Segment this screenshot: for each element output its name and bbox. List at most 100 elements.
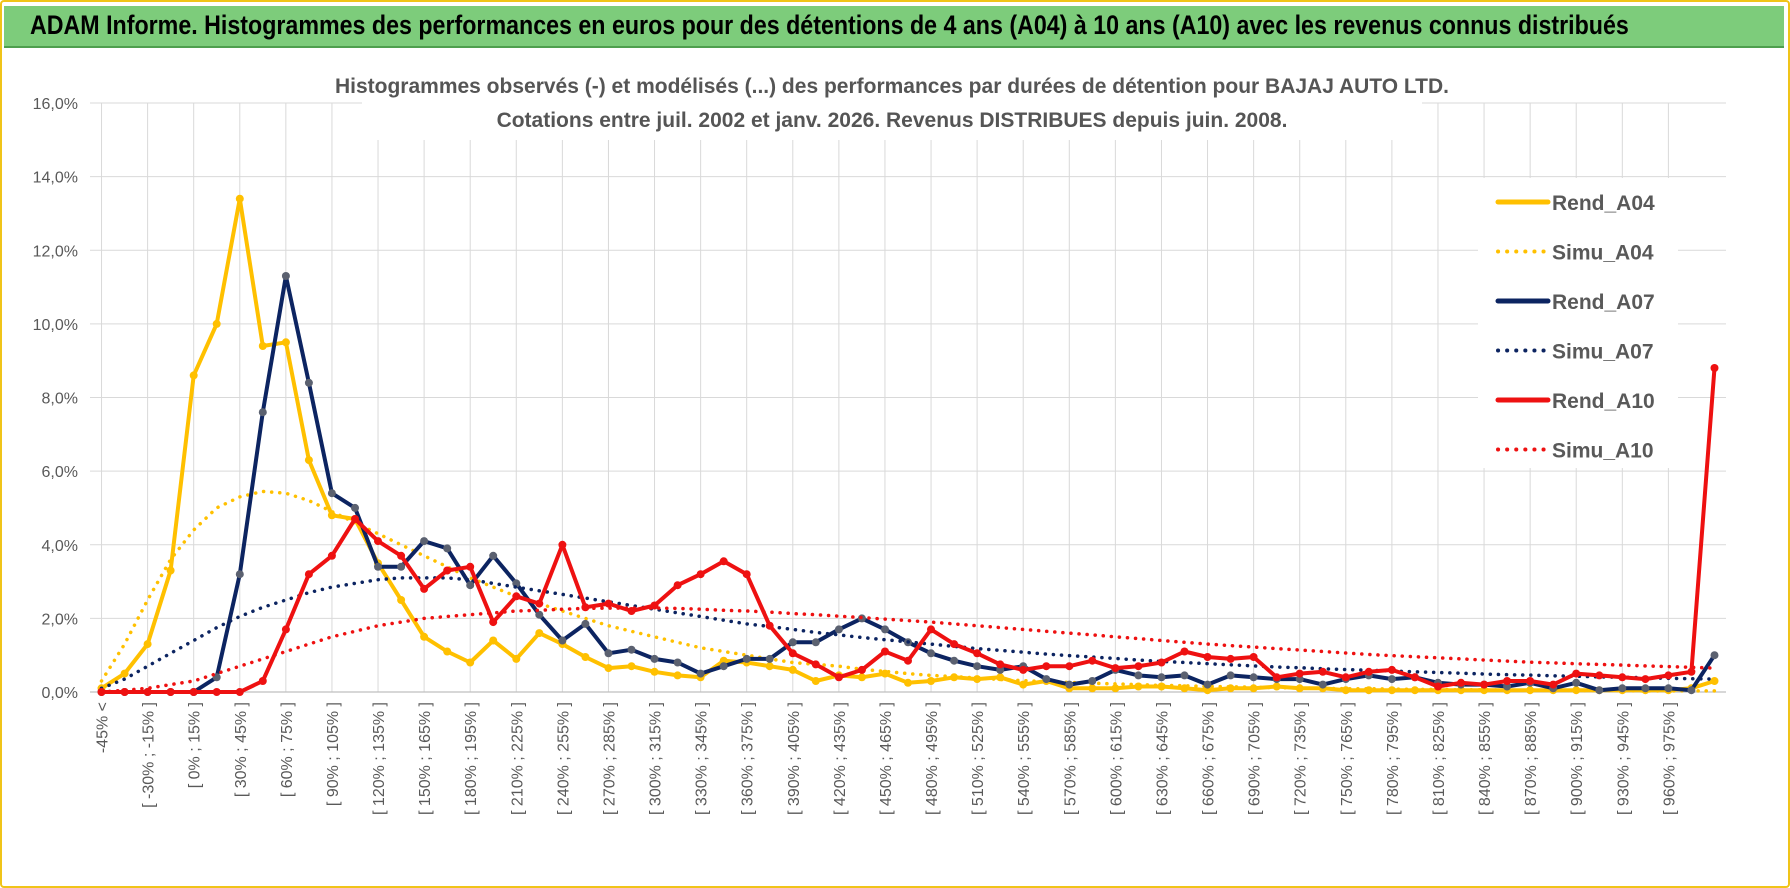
- data-point-rend-a07: [1226, 671, 1235, 680]
- x-tick-label: [ 420% ; 435% ]: [832, 702, 849, 815]
- data-point-rend-a07: [742, 654, 751, 663]
- x-tick-label: -45% <: [95, 702, 112, 753]
- data-point-rend-a10: [1572, 669, 1581, 678]
- y-tick-label: 8,0%: [42, 391, 78, 408]
- data-point-rend-a07: [1572, 678, 1581, 687]
- data-point-rend-a10: [973, 649, 982, 658]
- data-point-rend-a04: [1203, 686, 1212, 695]
- data-point-rend-a04: [604, 664, 613, 673]
- x-tick-label: [ 540% ; 555% ]: [1016, 702, 1033, 815]
- y-tick-label: 12,0%: [33, 243, 78, 260]
- data-point-rend-a07: [881, 625, 889, 634]
- data-point-rend-a10: [881, 647, 889, 656]
- x-tick-label: [ 270% ; 285% ]: [601, 702, 618, 815]
- data-point-rend-a10: [258, 677, 267, 685]
- x-axis: -45% < [ -30% ; -15% ] [ 0% ; 15% ] [ 30% ;…: [90, 691, 1726, 815]
- data-point-rend-a07: [834, 625, 843, 634]
- data-point-rend-a10: [1434, 682, 1442, 691]
- series-line-rend-a04: [99, 196, 1717, 693]
- data-point-rend-a07: [650, 654, 659, 663]
- data-point-rend-a07: [1203, 680, 1212, 689]
- data-point-rend-a10: [650, 601, 659, 610]
- data-point-rend-a10: [904, 656, 912, 665]
- x-tick-label: [ 720% ; 735% ]: [1293, 702, 1310, 815]
- data-point-rend-a10: [1710, 364, 1719, 372]
- data-point-rend-a07: [673, 658, 682, 667]
- data-point-rend-a10: [1641, 675, 1650, 684]
- data-point-rend-a10: [1618, 673, 1627, 682]
- data-point-rend-a07: [351, 503, 359, 512]
- data-point-rend-a04: [673, 671, 682, 680]
- data-point-rend-a10: [857, 665, 866, 674]
- data-point-rend-a04: [512, 654, 521, 663]
- data-point-rend-a07: [927, 649, 935, 658]
- data-point-rend-a04: [811, 677, 820, 685]
- x-tick-label: [ 900% ; 915% ]: [1569, 702, 1586, 815]
- data-point-rend-a10: [950, 640, 959, 649]
- x-tick-label: [ 330% ; 345% ]: [694, 702, 711, 815]
- legend-label: Rend_A10: [1552, 390, 1655, 413]
- data-point-rend-a10: [1318, 667, 1327, 676]
- data-point-rend-a07: [973, 662, 982, 671]
- data-point-rend-a04: [627, 662, 636, 671]
- data-point-rend-a04: [1710, 677, 1719, 685]
- data-point-rend-a04: [719, 656, 728, 665]
- data-point-rend-a10: [443, 566, 452, 575]
- data-point-rend-a10: [1664, 671, 1673, 680]
- data-point-rend-a10: [1019, 665, 1028, 674]
- x-tick-label: [ 120% ; 135% ]: [371, 702, 388, 815]
- data-point-rend-a07: [1664, 684, 1673, 693]
- data-point-rend-a10: [1111, 664, 1120, 673]
- data-point-rend-a07: [327, 489, 336, 498]
- data-point-rend-a10: [489, 618, 498, 627]
- data-point-rend-a07: [235, 570, 244, 579]
- data-point-rend-a10: [1226, 654, 1235, 663]
- x-tick-label: [ 840% ; 855% ]: [1477, 702, 1494, 815]
- x-tick-label: [ 570% ; 585% ]: [1062, 702, 1079, 815]
- data-point-rend-a04: [397, 596, 406, 604]
- data-point-rend-a10: [1134, 662, 1143, 671]
- data-point-rend-a04: [212, 319, 221, 328]
- data-point-rend-a07: [281, 272, 290, 280]
- data-point-rend-a04: [281, 338, 290, 347]
- data-point-rend-a10: [673, 581, 682, 590]
- data-point-rend-a07: [1318, 680, 1327, 689]
- data-point-rend-a10: [1180, 647, 1189, 656]
- x-tick-label: [ 90% ; 105% ]: [325, 702, 342, 806]
- data-point-rend-a10: [1341, 673, 1350, 682]
- data-point-rend-a04: [1480, 686, 1489, 695]
- data-point-rend-a07: [1687, 686, 1696, 695]
- legend-background: [1478, 178, 1678, 468]
- data-point-rend-a07: [1641, 684, 1650, 693]
- data-point-rend-a10: [927, 625, 935, 634]
- x-tick-label: [ 480% ; 495% ]: [924, 702, 941, 815]
- x-tick-label: [ 240% ; 255% ]: [555, 702, 572, 815]
- x-tick-label: [ 870% ; 885% ]: [1523, 702, 1540, 815]
- data-point-rend-a07: [811, 638, 820, 647]
- x-tick-label: [ 510% ; 525% ]: [970, 702, 987, 815]
- data-point-rend-a07: [765, 654, 774, 663]
- data-point-rend-a07: [719, 662, 728, 671]
- data-point-rend-a10: [304, 570, 313, 579]
- data-point-rend-a07: [696, 669, 705, 678]
- x-tick-label: [ 450% ; 465% ]: [878, 702, 895, 815]
- data-point-rend-a10: [1065, 662, 1074, 671]
- y-axis: 0,0% 2,0% 4,0% 6,0% 8,0% 10,0% 12,0% 14,0% 16,0%: [33, 96, 78, 702]
- y-tick-label: 0,0%: [42, 685, 78, 702]
- x-tick-label: [ 690% ; 705% ]: [1247, 702, 1264, 815]
- data-point-rend-a10: [351, 515, 359, 523]
- data-point-rend-a10: [1295, 669, 1304, 678]
- data-point-rend-a10: [1364, 667, 1373, 676]
- data-point-rend-a04: [650, 667, 659, 676]
- x-tick-label: [ 960% ; 975% ]: [1661, 702, 1678, 815]
- data-point-rend-a10: [1549, 680, 1558, 689]
- data-point-rend-a10: [742, 570, 751, 579]
- data-point-rend-a07: [258, 408, 267, 417]
- data-point-rend-a07: [304, 378, 313, 387]
- y-tick-label: 2,0%: [42, 611, 78, 628]
- data-point-rend-a07: [1180, 671, 1189, 680]
- x-tick-label: [ 0% ; 15% ]: [187, 702, 204, 788]
- x-tick-label: [ 750% ; 765% ]: [1339, 702, 1356, 815]
- data-point-rend-a07: [1157, 673, 1166, 682]
- data-point-rend-a04: [466, 658, 475, 667]
